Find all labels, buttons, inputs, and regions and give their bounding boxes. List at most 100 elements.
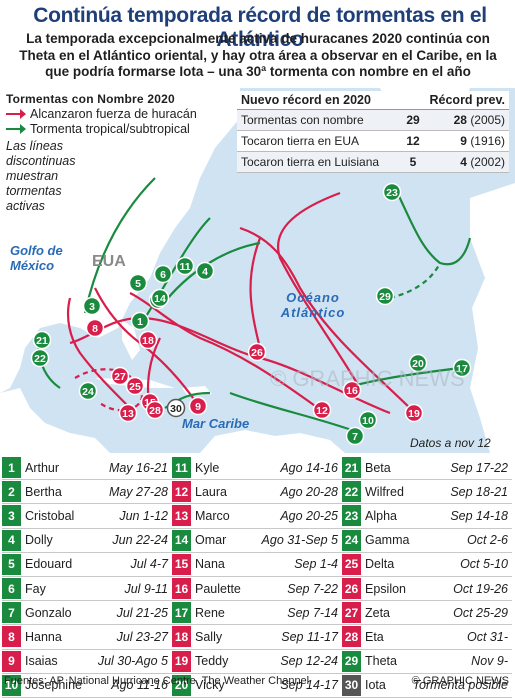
storm-dates: Ago 14-16: [280, 460, 338, 475]
storm-marker-23: 23: [382, 182, 402, 202]
storm-dates: Oct 25-29: [453, 605, 508, 620]
copyright: © GRAPHIC NEWS: [411, 675, 509, 687]
storm-dates: Jul 23-27: [116, 629, 168, 644]
storm-marker-30: 30: [166, 398, 186, 418]
storm-name: Zeta: [365, 605, 391, 620]
storm-marker-26: 26: [247, 342, 267, 362]
storm-number-badge: 21: [342, 457, 361, 479]
storm-dates: May 16-21: [108, 460, 168, 475]
storm-number-badge: 23: [342, 505, 361, 527]
storm-number-badge: 28: [342, 626, 361, 648]
records-row-prev-count: 9: [460, 134, 467, 148]
svg-text:27: 27: [114, 371, 126, 383]
storm-marker-14: 14: [150, 288, 170, 308]
storm-marker-4: 4: [195, 261, 215, 281]
records-row: Tormentas con nombre 29 28 (2005): [237, 110, 509, 131]
storm-list-item: 12 Laura Ago 20-28: [172, 480, 342, 505]
caribbean-label: Mar Caribe: [182, 416, 250, 431]
storm-marker-28: 28: [145, 400, 165, 420]
storm-dates: Jul 9-11: [124, 581, 168, 596]
storm-dates: Ago 11-16: [111, 678, 168, 693]
svg-text:16: 16: [346, 385, 358, 397]
records-header-new: Nuevo récord en 2020: [241, 93, 371, 107]
track-hurricane-c: [277, 191, 361, 389]
storm-marker-9: 9: [188, 396, 208, 416]
svg-text:30: 30: [170, 403, 182, 415]
storm-list-item: 18 Sally Sep 11-17: [172, 625, 342, 650]
storm-dates: Ago 20-28: [280, 484, 338, 499]
storm-list-item: 19 Teddy Sep 12-24: [172, 650, 342, 674]
records-header-prev: Récord prev.: [429, 93, 506, 107]
storm-name: Sally: [195, 629, 223, 644]
svg-text:28: 28: [149, 405, 161, 417]
records-row: Tocaron tierra en EUA 12 9 (1916): [237, 131, 509, 152]
storm-dates: Jul 21-25: [116, 605, 168, 620]
storm-dates: Jun 1-12: [119, 508, 168, 523]
records-header: Nuevo récord en 2020 Récord prev.: [237, 91, 509, 110]
svg-text:19: 19: [408, 408, 420, 420]
usa-label: EUA: [92, 253, 126, 270]
legend-heading: Tormentas con Nombre 2020: [6, 92, 175, 106]
storm-number-badge: 4: [2, 529, 21, 551]
storm-list-item: 4 Dolly Jun 22-24: [2, 529, 172, 553]
svg-text:17: 17: [456, 363, 468, 375]
storm-name: Bertha: [25, 484, 62, 499]
track-tropical-c: [394, 187, 472, 266]
svg-text:29: 29: [379, 291, 391, 303]
storm-list-item: 6 Fay Jul 9-11: [2, 577, 172, 602]
legend-dashed-note: Las líneas discontinuas muestran torment…: [6, 139, 76, 213]
storm-dates: Sep 7-14: [287, 605, 338, 620]
legend-row-hurricane: Alcanzaron fuerza de huracán: [6, 107, 246, 121]
storm-name: Cristobal: [25, 508, 75, 523]
storm-dates: Sep 11-17: [281, 629, 338, 644]
page-title: Continúa temporada récord de tormentas e…: [33, 4, 487, 51]
svg-text:22: 22: [34, 353, 46, 365]
storm-marker-1: 1: [130, 311, 150, 331]
track-tropical-f: [83, 177, 156, 314]
records-row-prev: 9 (1916): [433, 134, 505, 148]
storm-number-badge: 24: [342, 529, 361, 551]
europe-africa-landmass: [470, 183, 515, 453]
svg-text:14: 14: [154, 293, 166, 305]
records-row-label: Tocaron tierra en Luisiana: [241, 155, 380, 169]
storm-number-badge: 2: [2, 481, 21, 503]
storm-dates: Sep 14-18: [450, 508, 508, 523]
storm-number-badge: 15: [172, 553, 191, 575]
storm-dates: Nov 9-: [471, 654, 508, 669]
storm-number-badge: 12: [172, 481, 191, 503]
storm-dates: Jun 22-24: [112, 533, 168, 548]
storm-name: Iota: [365, 678, 386, 693]
storm-marker-17: 17: [452, 358, 472, 378]
storm-name: Alpha: [365, 508, 397, 523]
records-table: Nuevo récord en 2020 Récord prev. Tormen…: [237, 91, 509, 173]
storm-name: Dolly: [25, 533, 53, 548]
storm-dates: Sep 14-17: [280, 678, 338, 693]
storm-marker-3: 3: [82, 296, 102, 316]
storm-list: 1 Arthur May 16-21 2 Bertha May 27-28 3 Cristob…: [2, 456, 513, 698]
records-row-prev: 28 (2005): [433, 113, 505, 127]
legend-hurricane-label: Alcanzaron fuerza de huracán: [30, 107, 197, 121]
storm-list-item: 2 Bertha May 27-28: [2, 480, 172, 505]
storm-list-item: 23 Alpha Sep 14-18: [342, 504, 512, 529]
storm-dates: May 27-28: [108, 484, 168, 499]
legend-hurricane-arrow-icon: [6, 109, 26, 119]
ocean-label: Océano Atlántico: [280, 290, 346, 320]
storm-list-item: 14 Omar Ago 31-Sep 5: [172, 529, 342, 553]
storm-list-item: 15 Nana Sep 1-4: [172, 553, 342, 577]
track-tropical-dashed: [389, 262, 441, 300]
storm-dates: Oct 5-10: [460, 557, 508, 572]
storm-name: Gamma: [365, 533, 410, 548]
mexico-central-america: [0, 388, 110, 453]
north-america-landmass: [0, 88, 240, 393]
svg-text:26: 26: [251, 347, 263, 359]
storm-dates: Ago 20-25: [280, 508, 338, 523]
records-row-value: 29: [406, 113, 420, 127]
storm-number-badge: 22: [342, 481, 361, 503]
storm-marker-12: 12: [312, 400, 332, 420]
records-row-prev: 4 (2002): [433, 155, 505, 169]
storm-list-item: 25 Delta Oct 5-10: [342, 553, 512, 577]
storm-marker-27: 27: [110, 366, 130, 386]
storm-dates: Jul 4-7: [130, 557, 168, 572]
track-hurricane-g: [66, 297, 131, 409]
storm-list-item: 13 Marco Ago 20-25: [172, 504, 342, 529]
